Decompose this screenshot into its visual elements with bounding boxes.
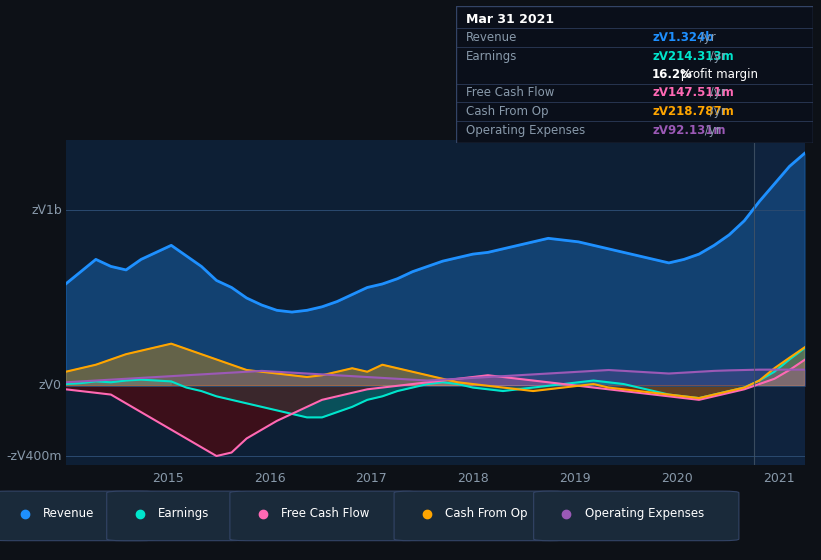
Text: Revenue: Revenue [466, 31, 518, 44]
Text: zᐯ218.787m: zᐯ218.787m [652, 105, 734, 118]
FancyBboxPatch shape [456, 6, 813, 143]
Text: zᐯ0: zᐯ0 [39, 379, 62, 393]
Text: Earnings: Earnings [466, 50, 518, 63]
Text: zᐯ147.511m: zᐯ147.511m [652, 86, 734, 99]
Text: Operating Expenses: Operating Expenses [585, 507, 704, 520]
Text: zᐯ1b: zᐯ1b [31, 204, 62, 217]
Text: Free Cash Flow: Free Cash Flow [466, 86, 555, 99]
FancyBboxPatch shape [0, 491, 156, 541]
Text: /yr: /yr [696, 31, 716, 44]
Bar [754, 140, 805, 465]
Text: zᐯ214.313m: zᐯ214.313m [652, 50, 734, 63]
Text: zᐯ92.131m: zᐯ92.131m [652, 124, 726, 137]
FancyBboxPatch shape [534, 491, 739, 541]
Text: /yr: /yr [706, 50, 726, 63]
Text: Free Cash Flow: Free Cash Flow [281, 507, 369, 520]
Text: /yr: /yr [706, 86, 726, 99]
Text: Cash From Op: Cash From Op [466, 105, 549, 118]
Text: /yr: /yr [706, 105, 726, 118]
Text: Cash From Op: Cash From Op [445, 507, 527, 520]
FancyBboxPatch shape [230, 491, 419, 541]
FancyBboxPatch shape [394, 491, 566, 541]
Text: -zᐯ400m: -zᐯ400m [7, 450, 62, 463]
Text: /yr: /yr [701, 124, 721, 137]
Text: Earnings: Earnings [158, 507, 209, 520]
Text: Mar 31 2021: Mar 31 2021 [466, 13, 554, 26]
Text: Operating Expenses: Operating Expenses [466, 124, 585, 137]
Text: zᐯ1.324b: zᐯ1.324b [652, 31, 713, 44]
Text: profit margin: profit margin [677, 68, 758, 81]
Text: Revenue: Revenue [43, 507, 94, 520]
Text: 16.2%: 16.2% [652, 68, 693, 81]
FancyBboxPatch shape [107, 491, 246, 541]
